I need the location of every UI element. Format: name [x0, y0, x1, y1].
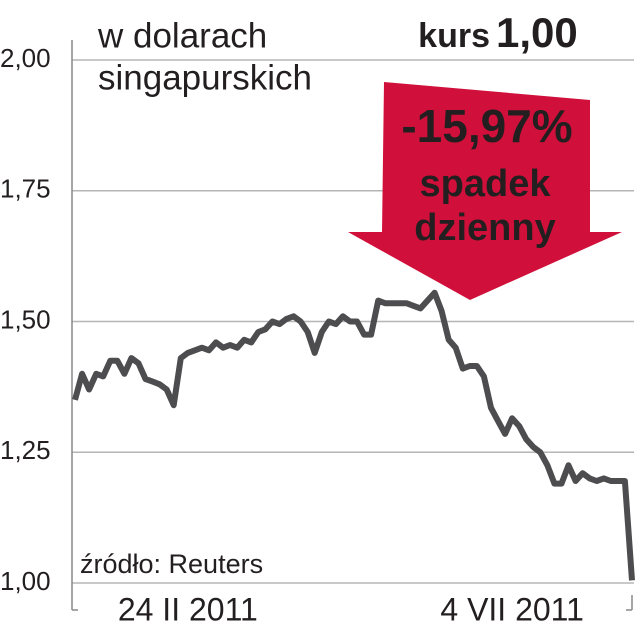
rate-value: 1,00: [496, 9, 578, 56]
source: źródło: Reuters: [80, 549, 263, 579]
change-text: dzienny: [414, 207, 555, 249]
unit-label: singapurskich: [98, 58, 312, 97]
unit-label: w dolarach: [97, 16, 267, 55]
change-text: spadek: [420, 163, 552, 205]
y-tick-label: 1,75: [0, 174, 51, 204]
y-tick-label: 1,25: [0, 435, 51, 465]
x-tick-label: 24 II 2011: [118, 591, 258, 627]
y-tick-label: 1,50: [0, 304, 51, 334]
x-tick-label: 4 VII 2011: [440, 591, 584, 627]
y-tick-label: 1,00: [0, 566, 51, 596]
y-tick-label: 2,00: [0, 43, 51, 73]
change-label: -15,97%: [401, 100, 572, 152]
price-line: [72, 289, 635, 581]
drop-arrow: [348, 82, 622, 300]
rate-label: kurs: [418, 17, 490, 55]
